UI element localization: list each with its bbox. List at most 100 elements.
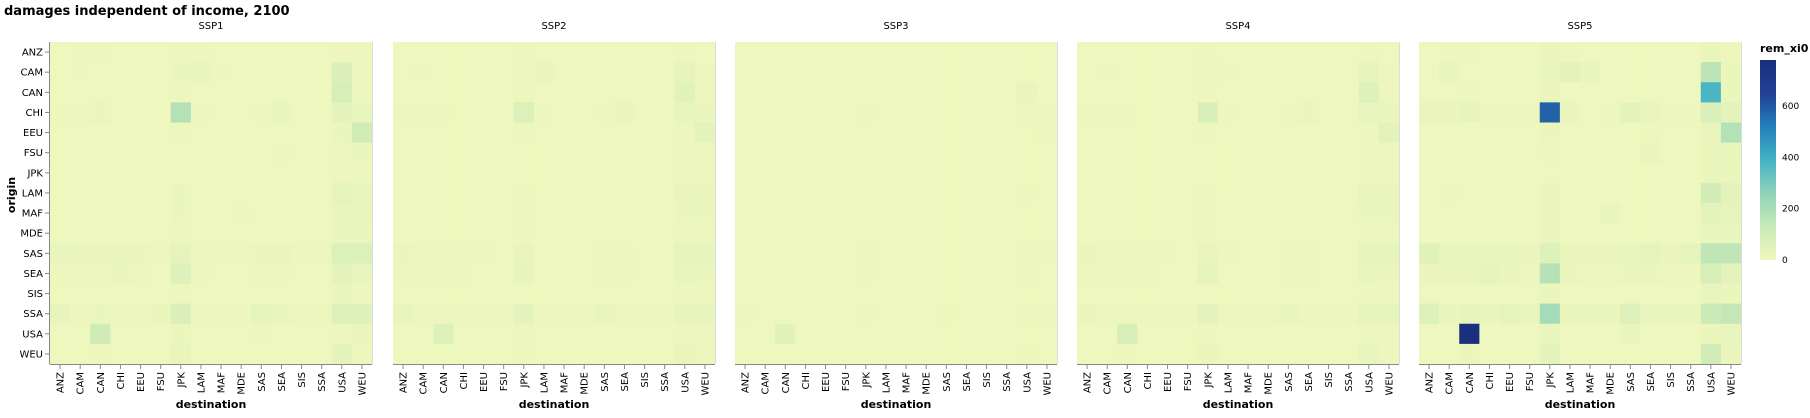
heatmap-cell [735,203,756,224]
heatmap-cell [493,82,515,103]
heatmap-cell [393,303,414,325]
heatmap-cell [50,102,71,123]
heatmap-cell [1137,263,1158,284]
heatmap-cell [1499,343,1521,365]
heatmap-cell [1157,323,1179,345]
heatmap-cell [1137,203,1158,224]
heatmap-cell [614,323,635,345]
heatmap-cell [815,303,837,325]
heatmap-cell [654,283,676,305]
heatmap-cell [1660,283,1682,305]
heatmap-cell [1559,82,1581,103]
heatmap-cell [493,162,515,184]
heatmap-cell [1177,82,1199,103]
heatmap-cell [393,283,414,305]
heatmap-cell [1580,62,1601,83]
heatmap-cell [130,303,152,325]
heatmap-cell [654,102,676,123]
heatmap-cell [1519,303,1541,325]
x-tick-label: CAN [96,372,107,393]
heatmap-cell [453,323,474,345]
heatmap-cell [1720,223,1742,244]
heatmap-cell [1580,243,1601,264]
heatmap-cell [393,82,414,103]
x-tick-label: SEA [277,372,288,392]
heatmap-cell [1419,182,1440,204]
heatmap-cell [1680,283,1702,305]
heatmap-cell [1036,82,1058,103]
heatmap-cell [251,283,272,305]
heatmap-cell [533,303,555,325]
heatmap-cell [170,142,192,164]
heatmap-cell [90,82,111,103]
heatmap-cell [1077,323,1098,345]
heatmap-cell [1640,182,1661,204]
heatmap-cell [574,243,595,264]
heatmap-cell [190,122,212,144]
heatmap-cell [976,142,998,164]
heatmap-cell [1117,243,1138,264]
heatmap-cell [1278,42,1299,63]
heatmap-cell [1660,122,1682,144]
heatmap-cell [1720,263,1742,284]
x-tick-label: JPK [519,372,530,389]
heatmap-cell [331,182,353,204]
heatmap-cell [1499,223,1521,244]
heatmap-cell [70,343,91,365]
heatmap-cell [1479,303,1500,325]
heatmap-cell [1117,303,1138,325]
heatmap-cell [1157,223,1179,244]
heatmap-cell [1117,62,1138,83]
heatmap-cell [1137,223,1158,244]
heatmap-cell [1217,142,1239,164]
heatmap-cell [755,263,776,284]
heatmap-cell [815,203,837,224]
heatmap-cell [1097,323,1118,345]
heatmap-cell [1700,122,1722,144]
heatmap-cell [513,263,535,284]
heatmap-cell [533,122,555,144]
heatmap-cell [554,263,575,284]
heatmap-cell [433,42,454,63]
heatmap-cell [755,102,776,123]
heatmap-cell [654,323,676,345]
legend-tick-label: 0 [1782,256,1788,266]
heatmap-cell [634,283,656,305]
heatmap-cell [1217,343,1239,365]
heatmap-cell [473,82,495,103]
heatmap-cell [533,283,555,305]
heatmap-cell [1559,102,1581,123]
heatmap-cell [1640,243,1661,264]
heatmap-cell [1157,142,1179,164]
heatmap-cell [1197,62,1219,83]
heatmap-cell [170,203,192,224]
heatmap-cell [1338,323,1360,345]
heatmap-cell [1600,162,1621,184]
heatmap-cell [815,323,837,345]
x-tick-label: MDE [922,372,933,395]
heatmap-cell [674,343,696,365]
heatmap-cell [1238,42,1259,63]
heatmap-cell [634,142,656,164]
x-tick-label: EEU [479,372,490,392]
heatmap-cell [110,223,131,244]
heatmap-cell [190,62,212,83]
heatmap-cell [574,203,595,224]
heatmap-cell [1016,223,1038,244]
heatmap-cell [473,283,495,305]
panel-ssp3: SSP3 ANZ CAM CAN CHI EEU FSU JPK LAM MAF MDE SAS SEA… [735,21,1058,411]
heatmap-cell [1137,162,1158,184]
heatmap-cell [351,223,373,244]
heatmap-cell [1097,283,1118,305]
heatmap-cell [815,82,837,103]
x-axis-label: destination [176,398,247,411]
heatmap-cell [211,122,232,144]
heatmap-cell [936,182,957,204]
heatmap-cell [170,283,192,305]
heatmap-cell [1479,122,1500,144]
heatmap-cell [674,223,696,244]
heatmap-cell [533,323,555,345]
heatmap-cell [634,203,656,224]
x-tick-label: USA [680,372,691,393]
heatmap-cell [634,82,656,103]
